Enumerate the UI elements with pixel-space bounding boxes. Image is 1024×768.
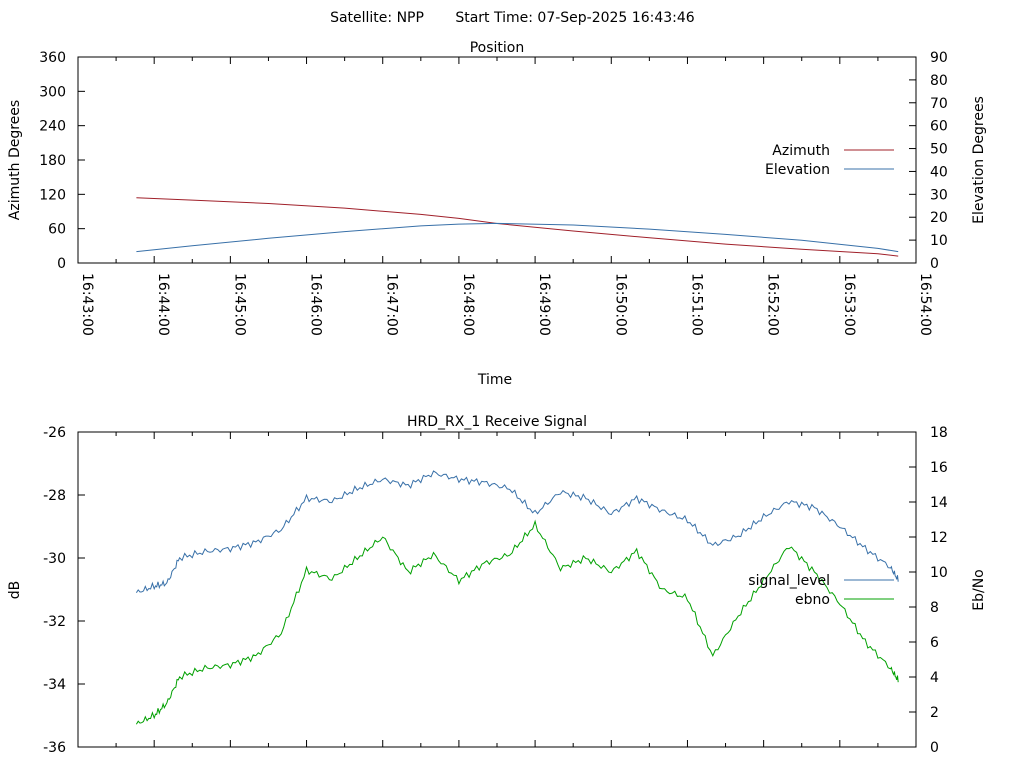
x-tick-label: 16:45:00	[231, 273, 247, 336]
position-plot-frame	[77, 56, 917, 264]
position-chart-title: Position	[470, 40, 525, 56]
x-tick-label: 16:52:00	[765, 273, 781, 336]
satellite-label: Satellite: NPP	[330, 10, 424, 26]
legend-label: Elevation	[765, 162, 830, 178]
y2-tick-label: 4	[930, 670, 939, 686]
y-tick-label: 300	[39, 84, 66, 100]
position-elevation-axis: 0 10 20 30 40 50 60 70 80 90	[909, 50, 948, 272]
ebno-axis-label: Eb/No	[971, 569, 987, 611]
receive-ebno-axis: 0 2 4 6 8 10 12 14 16 18	[909, 425, 948, 756]
y2-tick-label: 90	[930, 50, 948, 66]
y-tick-label: -32	[43, 614, 66, 630]
x-tick-label: 16:44:00	[155, 273, 171, 336]
y-tick-label: 360	[39, 50, 66, 66]
x-tick-label: 16:48:00	[460, 273, 476, 336]
y-tick-label: -36	[43, 740, 66, 756]
position-legend: Azimuth Elevation	[765, 143, 894, 178]
y2-tick-label: 12	[930, 530, 948, 546]
y-tick-label: 120	[39, 187, 66, 203]
series-line-elevation	[136, 222, 899, 253]
y2-tick-label: 14	[930, 495, 948, 511]
series-line-ebno	[135, 519, 899, 725]
x-tick-label: 16:53:00	[841, 273, 857, 336]
y2-tick-label: 6	[930, 635, 939, 651]
y2-tick-label: 50	[930, 142, 948, 158]
position-series-group	[136, 197, 899, 257]
y2-tick-label: 18	[930, 425, 948, 441]
position-chart: Position 16:43:00 16:44:00 16:45:00 16:46:0…	[7, 40, 987, 388]
y2-tick-label: 10	[930, 565, 948, 581]
y-tick-label: -34	[43, 677, 66, 693]
y2-tick-label: 0	[930, 740, 939, 756]
start-time-label: Start Time: 07-Sep-2025 16:43:46	[455, 10, 694, 26]
y2-tick-label: 60	[930, 119, 948, 135]
x-tick-label: 16:54:00	[917, 273, 933, 336]
y2-tick-label: 10	[930, 233, 948, 249]
y2-tick-label: 2	[930, 705, 939, 721]
receive-x-axis	[77, 432, 917, 747]
y-tick-label: 0	[57, 256, 66, 272]
y-tick-label: 60	[48, 222, 66, 238]
x-tick-label: 16:49:00	[536, 273, 552, 336]
legend-label: Azimuth	[772, 143, 830, 159]
receive-plot-frame	[77, 431, 917, 748]
series-line-signal-level	[135, 470, 899, 593]
y2-tick-label: 8	[930, 600, 939, 616]
legend-label: ebno	[795, 592, 830, 608]
x-tick-label: 16:50:00	[612, 273, 628, 336]
x-tick-label: 16:47:00	[384, 273, 400, 336]
receive-db-axis: -36 -34 -32 -30 -28 -26	[43, 425, 85, 756]
receive-signal-chart-title: HRD_RX_1 Receive Signal	[407, 414, 587, 430]
y2-tick-label: 70	[930, 96, 948, 112]
position-azimuth-axis: 0 60 120 180 240 300 360	[39, 50, 85, 272]
y-tick-label: 180	[39, 153, 66, 169]
elevation-axis-label: Elevation Degrees	[971, 96, 987, 224]
receive-series-group	[135, 470, 899, 725]
y-tick-label: -26	[43, 425, 66, 441]
y-tick-label: -28	[43, 488, 66, 504]
y2-tick-label: 16	[930, 460, 948, 476]
db-axis-label: dB	[7, 581, 23, 600]
legend-label: signal_level	[748, 573, 830, 589]
time-axis-label: Time	[477, 372, 512, 388]
y-tick-label: -30	[43, 551, 66, 567]
position-x-axis: 16:43:00 16:44:00 16:45:00 16:46:00 16:47:00…	[77, 57, 933, 336]
x-tick-label: 16:51:00	[688, 273, 704, 336]
y2-tick-label: 40	[930, 164, 948, 180]
y2-tick-label: 0	[930, 256, 939, 272]
receive-signal-chart: HRD_RX_1 Receive Signal -36-34-32-30-28-…	[7, 414, 987, 756]
y2-tick-label: 80	[930, 73, 948, 89]
y-tick-label: 240	[39, 119, 66, 135]
y2-tick-label: 20	[930, 210, 948, 226]
series-line-azimuth	[136, 197, 899, 257]
x-tick-label: 16:43:00	[79, 273, 95, 336]
azimuth-axis-label: Azimuth Degrees	[7, 100, 23, 220]
x-tick-label: 16:46:00	[308, 273, 324, 336]
y2-tick-label: 30	[930, 187, 948, 203]
